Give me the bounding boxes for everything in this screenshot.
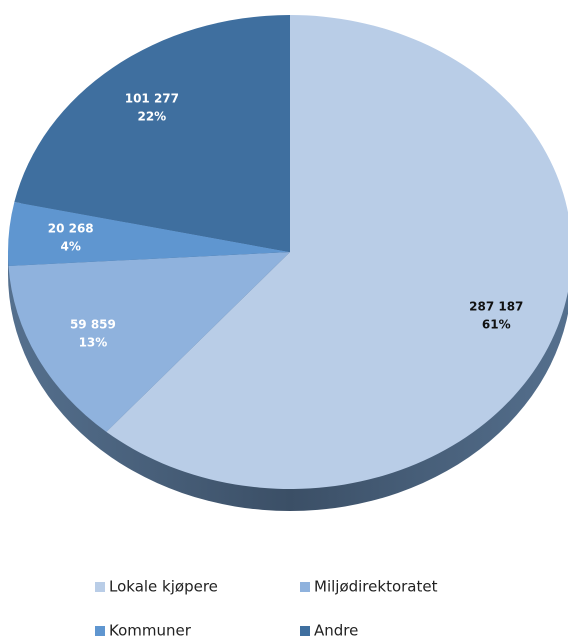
legend-swatch (95, 626, 105, 636)
legend-swatch (95, 582, 105, 592)
value-label: 101 277 (125, 92, 179, 106)
percentage-label: 4% (61, 239, 81, 253)
legend-label: Andre (314, 622, 358, 640)
legend-label: Miljødirektoratet (314, 578, 438, 596)
pie-slice (8, 201, 291, 266)
percentage-label: 61% (482, 318, 511, 332)
value-label: 20 268 (48, 221, 94, 235)
legend-swatch (300, 626, 310, 636)
value-label: 59 859 (70, 318, 116, 332)
pie-slice (106, 15, 568, 489)
legend-swatch (300, 582, 310, 592)
pie-slice (8, 252, 291, 432)
pie-slice (14, 14, 291, 253)
percentage-label: 22% (137, 110, 166, 124)
legend-label: Kommuner (109, 622, 192, 640)
percentage-label: 13% (79, 336, 108, 350)
legend-label: Lokale kjøpere (109, 578, 218, 596)
value-label: 287 187 (469, 300, 523, 314)
